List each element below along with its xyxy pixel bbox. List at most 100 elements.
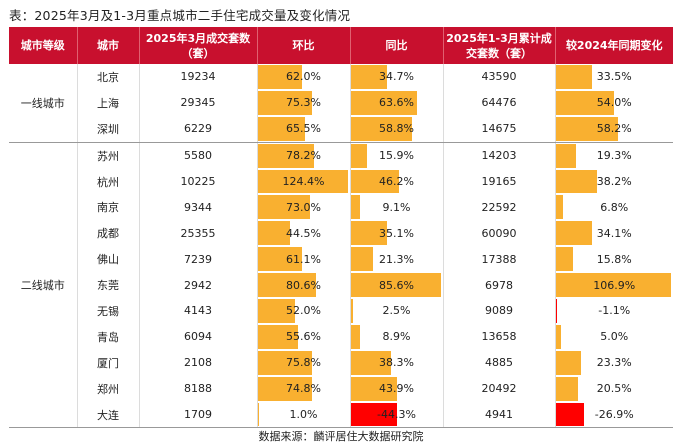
mom-cell: 65.5%: [257, 115, 351, 143]
yoy-cell-label: 34.7%: [379, 70, 414, 84]
change-cell: 23.3%: [555, 350, 673, 376]
mom-cell: 75.8%: [257, 349, 351, 376]
change-cell-bar: [555, 324, 561, 349]
mom-cell-label: 73.0%: [286, 200, 321, 214]
yoy-cell-bar: [350, 402, 398, 427]
cumulative-cell: 4885: [443, 349, 556, 376]
header-yoy: 同比: [350, 27, 444, 64]
tier-cell: 一线城市: [9, 64, 78, 143]
march-volume-cell: 6229: [139, 115, 258, 143]
change-cell: 33.5%: [555, 64, 673, 90]
change-cell: 106.9%: [555, 272, 673, 298]
yoy-cell: 21.3%: [350, 246, 444, 273]
mom-cell-bar: [257, 402, 259, 427]
cumulative-cell: 17388: [443, 246, 556, 273]
mom-cell-bar: [257, 376, 312, 401]
mom-cell-label: 80.6%: [286, 278, 321, 292]
city-cell: 杭州: [77, 168, 140, 195]
table-body: 一线城市 北京 19234 62.0% 34.7% 43590 33.5% 上海 29345 75…: [9, 64, 673, 429]
city-cell: 佛山: [77, 246, 140, 273]
yoy-cell-label: 43.9%: [379, 382, 414, 396]
change-cell-bar: [555, 299, 557, 323]
city-cell: 厦门: [77, 349, 140, 376]
data-table: 城市等级 城市 2025年3月成交套数（套） 环比 同比 2025年1-3月累计…: [9, 27, 673, 429]
mom-cell: 73.0%: [257, 194, 351, 221]
change-cell-label: 58.2%: [596, 122, 632, 136]
change-cell-bar: [555, 90, 614, 115]
yoy-cell-label: 85.6%: [379, 278, 414, 292]
change-cell: 58.2%: [555, 115, 673, 143]
change-cell-label: 34.1%: [596, 226, 632, 240]
table-row: 青岛 6094 55.6% 8.9% 13658 5.0%: [9, 323, 673, 350]
yoy-cell: 85.6%: [350, 272, 444, 299]
mom-cell-label: 44.5%: [286, 226, 321, 240]
mom-cell-bar: [257, 65, 303, 89]
mom-cell: 55.6%: [257, 323, 351, 350]
change-cell-label: 5.0%: [600, 330, 629, 344]
mom-cell: 61.1%: [257, 246, 351, 273]
mom-cell-label: 1.0%: [289, 408, 318, 422]
tier-cell: 二线城市: [9, 142, 78, 429]
change-cell-bar: [555, 169, 597, 194]
mom-cell-label: 62.0%: [286, 70, 321, 84]
mom-cell: 75.3%: [257, 89, 351, 116]
change-cell-bar: [555, 65, 592, 89]
yoy-cell-bar: [350, 324, 360, 349]
change-cell: 5.0%: [555, 324, 673, 350]
yoy-cell: 34.7%: [350, 64, 444, 90]
mom-cell: 1.0%: [257, 401, 351, 429]
source-note: 数据来源：麟评居住大数据研究院: [258, 430, 424, 443]
march-volume-cell: 4143: [139, 298, 258, 324]
table-row: 大连 1709 1.0% -44.3% 4941 -26.9%: [9, 401, 673, 429]
change-cell-label: 6.8%: [600, 200, 629, 214]
cumulative-cell: 43590: [443, 64, 556, 90]
yoy-cell-label: 9.1%: [382, 200, 411, 214]
cumulative-cell: 64476: [443, 89, 556, 116]
cumulative-cell: 4941: [443, 401, 556, 429]
city-cell: 上海: [77, 89, 140, 116]
table-title: 表：2025年3月及1-3月重点城市二手住宅成交量及变化情况: [9, 8, 351, 23]
city-cell: 苏州: [77, 142, 140, 169]
change-cell-label: 19.3%: [596, 149, 632, 163]
march-volume-cell: 6094: [139, 323, 258, 350]
cumulative-cell: 60090: [443, 220, 556, 247]
yoy-cell-bar: [350, 247, 373, 272]
yoy-cell: -44.3%: [350, 401, 444, 429]
mom-cell: 62.0%: [257, 64, 351, 90]
yoy-cell-bar: [350, 299, 354, 323]
change-cell-label: -26.9%: [594, 408, 634, 422]
city-cell: 南京: [77, 194, 140, 221]
city-cell: 无锡: [77, 298, 140, 324]
city-cell: 郑州: [77, 375, 140, 402]
march-volume-cell: 8188: [139, 375, 258, 402]
yoy-cell-label: 15.9%: [379, 149, 414, 163]
yoy-cell-bar: [350, 116, 413, 141]
change-cell-bar: [555, 350, 581, 375]
yoy-cell: 46.2%: [350, 168, 444, 195]
change-cell: 34.1%: [555, 220, 673, 246]
mom-cell-label: 124.4%: [282, 175, 325, 188]
mom-cell-bar: [257, 324, 298, 349]
change-cell-label: 15.8%: [596, 252, 632, 266]
change-cell-label: 106.9%: [593, 278, 636, 292]
change-cell-bar: [555, 143, 577, 168]
yoy-cell-label: 8.9%: [382, 330, 411, 344]
change-cell-bar: [555, 402, 585, 427]
cumulative-cell: 9089: [443, 298, 556, 324]
change-cell-bar: [555, 116, 619, 141]
mom-cell-bar: [257, 195, 311, 220]
change-cell: 38.2%: [555, 169, 673, 195]
cumulative-cell: 14675: [443, 115, 556, 143]
mom-cell-label: 75.3%: [286, 96, 321, 110]
header-march-volume: 2025年3月成交套数（套）: [139, 27, 258, 64]
table-row: 杭州 10225 124.4% 46.2% 19165 38.2%: [9, 168, 673, 195]
table-row: 二线城市 苏州 5580 78.2% 15.9% 14203 19.3%: [9, 142, 673, 429]
city-cell: 青岛: [77, 323, 140, 350]
march-volume-cell: 7239: [139, 246, 258, 273]
table-row: 东莞 2942 80.6% 85.6% 6978 106.9%: [9, 272, 673, 299]
table-row: 厦门 2108 75.8% 38.3% 4885 23.3%: [9, 349, 673, 376]
mom-cell-label: 78.2%: [286, 149, 321, 163]
change-cell-bar: [555, 273, 671, 298]
yoy-cell: 9.1%: [350, 194, 444, 221]
change-cell-bar: [555, 376, 578, 401]
